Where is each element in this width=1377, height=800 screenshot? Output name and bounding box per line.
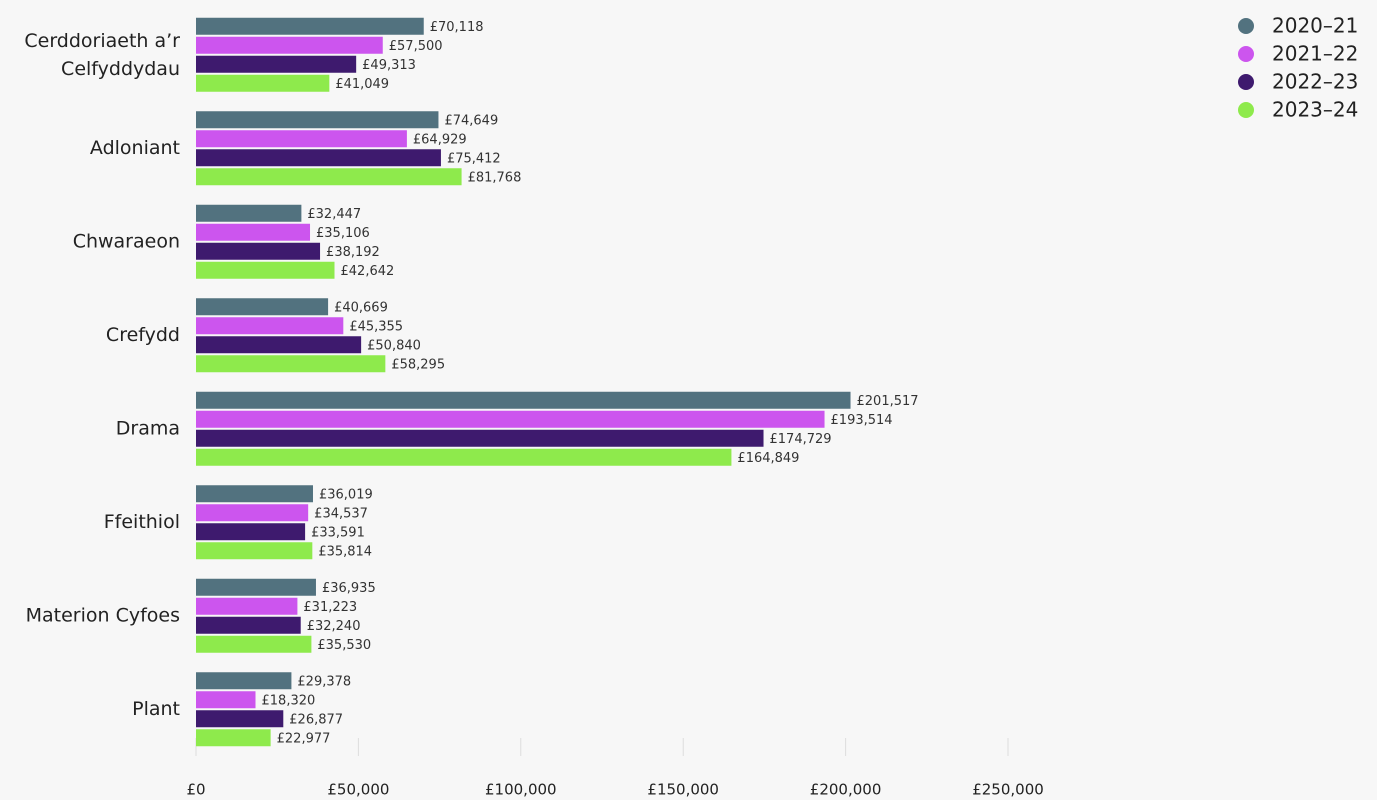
legend-label: 2023–24 — [1272, 98, 1358, 122]
value-label: £34,537 — [314, 506, 368, 521]
bar — [196, 261, 335, 279]
bar — [196, 710, 284, 728]
value-label: £57,500 — [389, 39, 443, 54]
bar — [196, 223, 311, 241]
value-label: £35,530 — [317, 638, 371, 653]
legend-label: 2021–22 — [1272, 42, 1358, 66]
value-label: £164,849 — [737, 451, 799, 466]
legend-marker — [1238, 46, 1254, 62]
bar — [196, 429, 764, 447]
value-label: £36,935 — [322, 581, 376, 596]
bar — [196, 635, 312, 653]
bar — [196, 729, 271, 747]
value-label: £26,877 — [289, 712, 343, 727]
bar — [196, 36, 383, 54]
bar — [196, 168, 462, 186]
x-tick-label: £150,000 — [647, 781, 719, 799]
category-label: Ffeithiol — [104, 511, 180, 533]
bar — [196, 111, 439, 129]
value-label: £49,313 — [362, 58, 416, 73]
value-label: £45,355 — [349, 319, 403, 334]
bar — [196, 149, 441, 167]
value-label: £41,049 — [335, 77, 389, 92]
x-tick-label: £50,000 — [327, 781, 389, 799]
bar — [196, 336, 362, 354]
legend-marker — [1238, 102, 1254, 118]
bar — [196, 391, 851, 409]
bar — [196, 298, 329, 316]
value-label: £35,814 — [318, 544, 372, 559]
value-label: £74,649 — [444, 113, 498, 128]
value-label: £31,223 — [303, 600, 357, 615]
legend-label: 2020–21 — [1272, 14, 1358, 38]
bar — [196, 55, 357, 73]
value-label: £32,240 — [307, 619, 361, 634]
value-label: £81,768 — [468, 170, 522, 185]
bar — [196, 410, 825, 428]
value-label: £35,106 — [316, 226, 370, 241]
value-label: £38,192 — [326, 245, 380, 260]
category-label: Materion Cyfoes — [26, 604, 180, 626]
bar — [196, 204, 302, 222]
category-label: Chwaraeon — [73, 230, 180, 252]
bar — [196, 542, 313, 560]
bar — [196, 597, 298, 615]
value-label: £18,320 — [262, 693, 316, 708]
bar — [196, 523, 306, 541]
bar — [196, 17, 424, 35]
bar — [196, 672, 292, 690]
bar — [196, 448, 732, 466]
value-label: £58,295 — [391, 357, 445, 372]
bar — [196, 130, 407, 148]
category-label: Plant — [132, 698, 180, 720]
value-label: £42,642 — [341, 264, 395, 279]
x-tick-label: £200,000 — [810, 781, 882, 799]
bar — [196, 691, 256, 709]
bar — [196, 504, 309, 522]
value-label: £32,447 — [307, 207, 361, 222]
legend-marker — [1238, 74, 1254, 90]
value-label: £64,929 — [413, 132, 467, 147]
value-label: £193,514 — [831, 413, 893, 428]
x-tick-label: £100,000 — [485, 781, 557, 799]
value-label: £29,378 — [297, 674, 351, 689]
value-label: £33,591 — [311, 525, 365, 540]
bar — [196, 242, 321, 260]
legend-label: 2022–23 — [1272, 70, 1358, 94]
value-label: £70,118 — [430, 20, 484, 35]
bar — [196, 578, 316, 596]
bar — [196, 485, 313, 503]
x-tick-label: £250,000 — [972, 781, 1044, 799]
value-label: £22,977 — [277, 731, 331, 746]
value-label: £40,669 — [334, 300, 388, 315]
legend-marker — [1238, 18, 1254, 34]
x-tick-label: £0 — [186, 781, 205, 799]
bar — [196, 74, 330, 92]
category-label: Adloniant — [90, 137, 180, 159]
category-label: Drama — [116, 417, 180, 439]
value-label: £174,729 — [770, 432, 832, 447]
value-label: £201,517 — [857, 394, 919, 409]
category-label: Cerddoriaeth a’r Celfyddydau — [24, 29, 180, 79]
bar — [196, 355, 386, 373]
value-label: £50,840 — [367, 338, 421, 353]
category-label: Crefydd — [106, 324, 180, 346]
value-label: £75,412 — [447, 151, 501, 166]
bar — [196, 616, 301, 634]
value-label: £36,019 — [319, 487, 373, 502]
bar — [196, 317, 344, 335]
